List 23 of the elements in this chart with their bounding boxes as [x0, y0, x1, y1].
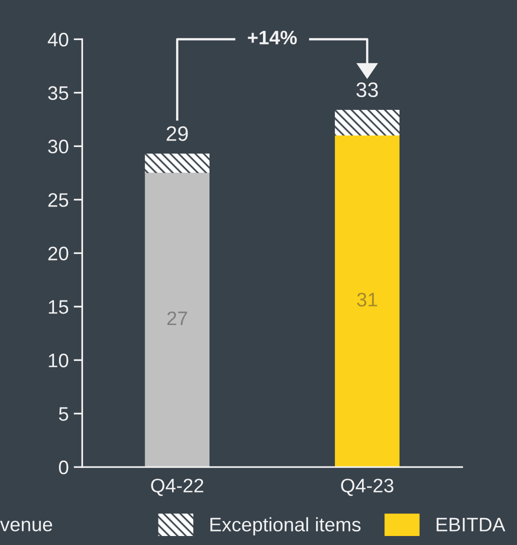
y-tick-label: 15	[48, 300, 68, 314]
y-tick-label: 25	[48, 193, 68, 207]
y-tick-label: 20	[48, 246, 68, 260]
data-label: 31	[357, 292, 378, 306]
text: venue	[0, 520, 52, 532]
x-tick-label: Q4-23	[341, 478, 394, 496]
bar	[334, 136, 400, 468]
legend-label: Exceptional items	[210, 517, 361, 536]
total-label: 29	[166, 126, 188, 142]
total-label: 33	[356, 82, 378, 98]
data-label: 27	[167, 311, 188, 326]
annotation: +14%	[248, 30, 297, 44]
x-tick-label: Q4-22	[151, 478, 204, 496]
y-tick-label: 0	[58, 460, 68, 474]
bar	[144, 172, 210, 468]
y-tick-label: 5	[58, 407, 68, 421]
y-tick-label: 30	[48, 140, 68, 154]
bar	[144, 154, 210, 173]
bar	[334, 110, 400, 136]
y-tick-label: 40	[48, 32, 68, 46]
legend-label: EBITDA	[436, 518, 506, 532]
y-tick-label: 35	[48, 86, 68, 100]
y-tick-label: 10	[48, 354, 68, 368]
